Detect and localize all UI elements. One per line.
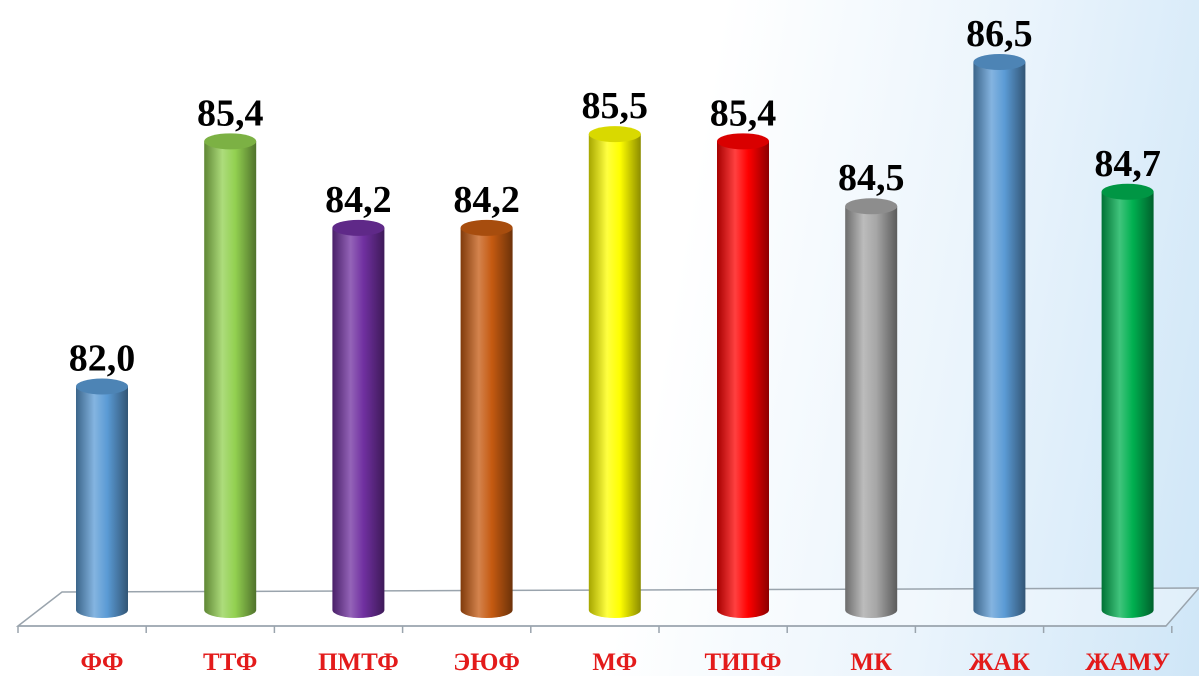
bar-top: [460, 219, 513, 236]
bar-top: [332, 219, 385, 236]
value-label: 85,4: [710, 92, 777, 134]
category-labels-group: ФФ ТТФ ПМТФ ЭЮФ МФ ТИПФ МК ЖАК ЖАМУ: [81, 649, 1170, 676]
bar-ПМТФ: [332, 219, 385, 618]
bar-ЖАМУ: [1101, 183, 1154, 618]
bar-body: [845, 206, 898, 619]
bar-body: [76, 386, 128, 618]
value-label: 84,7: [1094, 143, 1161, 185]
bar-body: [1101, 191, 1154, 618]
bar-ЭЮФ: [460, 219, 513, 618]
bar-body: [588, 134, 641, 618]
bar-МК: [845, 198, 898, 619]
bar-МФ: [588, 126, 641, 618]
value-label: 82,0: [69, 337, 136, 379]
bar-top: [76, 378, 128, 395]
bar-top: [588, 126, 641, 143]
category-label: МК: [850, 649, 892, 676]
bar-top: [204, 133, 257, 150]
category-label: ЖАК: [969, 649, 1030, 676]
bar-body: [973, 62, 1026, 618]
value-label: 85,4: [197, 92, 264, 134]
category-label: ЖАМУ: [1085, 649, 1170, 676]
bar-ФФ: [76, 378, 128, 618]
bar-ТИПФ: [717, 133, 769, 618]
category-label: ПМТФ: [318, 649, 399, 676]
category-label: МФ: [592, 649, 637, 676]
bar-top: [845, 198, 898, 215]
bar-body: [332, 227, 385, 618]
bar-top: [973, 54, 1026, 70]
bar-top: [717, 133, 769, 150]
value-label: 85,5: [582, 85, 649, 127]
bar-body: [204, 141, 257, 618]
value-label: 84,2: [325, 179, 392, 221]
value-label: 84,5: [838, 157, 905, 199]
value-label: 84,2: [453, 179, 520, 221]
bars-group: [76, 54, 1154, 619]
bar-top: [1101, 183, 1154, 200]
category-label: ЭЮФ: [453, 649, 520, 676]
category-label: ТТФ: [203, 649, 257, 676]
bar-body: [717, 141, 769, 618]
category-label: ТИПФ: [704, 649, 781, 676]
value-labels-group: 82,0 85,4 84,2 84,2 85,5 85,4 84,5 86,5 84,7: [69, 13, 1161, 379]
bar-body: [460, 227, 513, 618]
category-label: ФФ: [81, 649, 124, 676]
bar-ТТФ: [204, 133, 257, 618]
bar-ЖАК: [973, 54, 1026, 618]
value-label: 86,5: [966, 13, 1033, 55]
